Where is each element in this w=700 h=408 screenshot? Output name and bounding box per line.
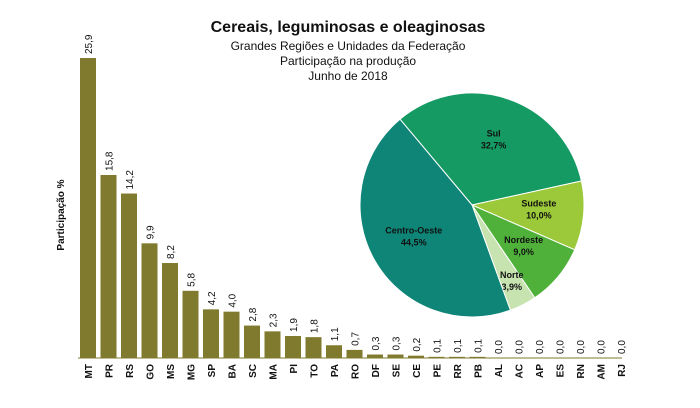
x-tick-label: RJ <box>617 364 628 377</box>
x-tick-label: AM <box>597 364 608 380</box>
x-tick-label: DF <box>371 364 382 377</box>
pie-slice <box>399 92 582 206</box>
value-label: 0,0 <box>576 340 587 354</box>
value-label: 4,2 <box>207 291 218 305</box>
subtitle: Junho de 2018 <box>308 69 388 83</box>
bar <box>449 356 465 358</box>
x-tick-label: RR <box>453 363 464 378</box>
bar <box>182 290 199 358</box>
x-tick-label: TO <box>310 364 321 378</box>
x-tick-label: PE <box>433 364 444 378</box>
pie-value-label: 32,7% <box>481 140 507 150</box>
x-tick-label: PR <box>105 363 116 378</box>
bar <box>305 337 322 358</box>
pie-value-label: 44,5% <box>401 238 427 248</box>
pie-value-label: 10,0% <box>526 211 552 221</box>
bar <box>387 354 404 358</box>
bar <box>285 335 301 358</box>
bar <box>141 243 158 358</box>
value-label: 5,8 <box>187 272 198 286</box>
value-label: 1,9 <box>289 318 300 332</box>
y-axis-label: Participação % <box>56 179 67 250</box>
value-label: 0,1 <box>453 339 464 353</box>
value-label: 25,9 <box>84 34 95 54</box>
x-tick-label: PA <box>330 364 341 377</box>
value-label: 0,3 <box>371 336 382 350</box>
pie-value-label: 9,0% <box>513 247 534 257</box>
x-tick-label: RN <box>576 364 587 378</box>
value-label: 14,2 <box>125 170 136 190</box>
x-tick-label: RO <box>351 364 362 379</box>
value-label: 0,0 <box>556 340 567 354</box>
x-tick-label: CE <box>412 364 423 378</box>
value-label: 0,0 <box>597 340 608 354</box>
bar <box>100 174 117 358</box>
x-tick-label: AC <box>515 364 526 378</box>
value-label: 2,8 <box>248 307 259 321</box>
x-tick-label: PI <box>289 364 300 374</box>
bar <box>80 58 96 358</box>
value-label: 0,0 <box>494 340 505 354</box>
x-tick-label: ES <box>556 364 567 378</box>
x-tick-label: SC <box>248 364 259 378</box>
value-label: 4,0 <box>228 293 239 307</box>
value-label: 0,0 <box>535 340 546 354</box>
bar <box>121 193 137 358</box>
value-label: 1,1 <box>330 327 341 341</box>
subtitle: Participação na produção <box>280 54 416 68</box>
value-label: 0,1 <box>433 339 444 353</box>
x-tick-label: MG <box>187 364 198 380</box>
pie-label: Centro-Oeste <box>385 226 442 236</box>
pie-label: Sudeste <box>521 199 556 209</box>
bar <box>469 356 486 358</box>
x-tick-label: MS <box>166 364 177 379</box>
value-label: 0,3 <box>392 336 403 350</box>
bar <box>244 325 260 358</box>
x-tick-label: SP <box>207 364 218 378</box>
bar <box>264 331 281 358</box>
x-tick-label: RS <box>125 364 136 378</box>
value-label: 1,8 <box>310 319 321 333</box>
bar <box>367 354 383 358</box>
x-tick-label: MA <box>269 364 280 380</box>
value-label: 0,1 <box>474 339 485 353</box>
x-tick-label: SE <box>392 364 403 378</box>
x-tick-label: MT <box>84 364 95 378</box>
value-label: 0,7 <box>351 332 362 346</box>
value-label: 0,2 <box>412 337 423 351</box>
x-tick-label: AP <box>535 364 546 378</box>
pie-label: Nordeste <box>504 235 543 245</box>
bar <box>408 355 424 358</box>
x-tick-label: BA <box>228 364 239 378</box>
value-label: 8,2 <box>166 245 177 259</box>
value-label: 0,0 <box>515 340 526 354</box>
pie-label: Norte <box>500 270 524 280</box>
pie-slice <box>359 118 512 318</box>
value-label: 15,8 <box>105 151 116 171</box>
chart-title: Cereais, leguminosas e oleaginosas <box>211 19 486 36</box>
x-tick-label: AL <box>494 364 505 377</box>
pie-value-label: 3,9% <box>501 282 522 292</box>
bar <box>326 345 342 358</box>
subtitle: Grandes Regiões e Unidades da Federação <box>231 39 466 53</box>
bar <box>428 356 445 358</box>
bar <box>162 263 178 358</box>
bar <box>223 311 240 358</box>
pie-label: Sul <box>487 128 501 138</box>
bar <box>203 309 219 358</box>
value-label: 0,0 <box>617 340 628 354</box>
x-tick-label: PB <box>474 364 485 378</box>
value-label: 9,9 <box>146 225 157 239</box>
bar <box>346 349 363 358</box>
value-label: 2,3 <box>269 313 280 327</box>
x-tick-label: GO <box>146 364 157 380</box>
